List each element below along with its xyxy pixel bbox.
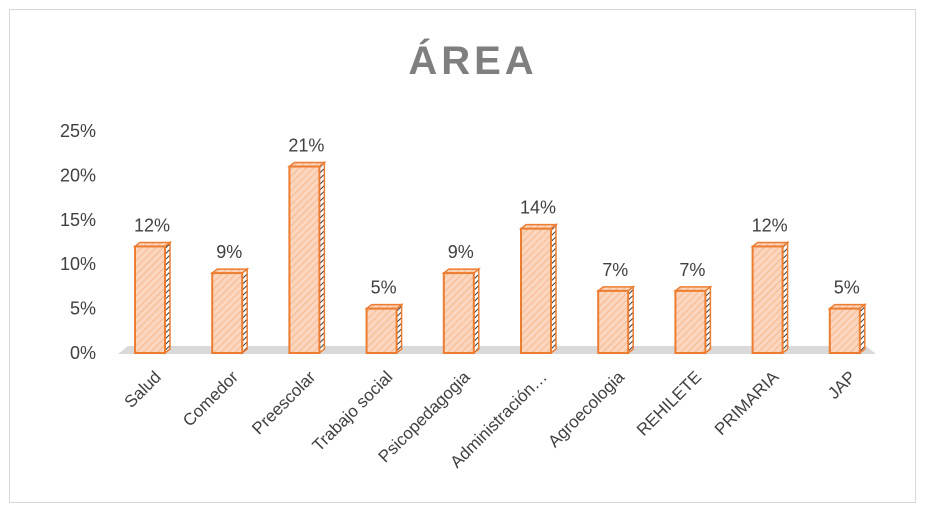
data-label: 7% — [602, 260, 628, 280]
category-label: Agroecologia — [544, 367, 628, 451]
data-label: 9% — [216, 242, 242, 262]
bar-primaria — [750, 240, 790, 355]
bar-rehilete — [673, 285, 713, 355]
bar-front — [828, 307, 861, 355]
data-label: 21% — [288, 136, 324, 156]
category-label: JAP — [824, 367, 859, 402]
bar-front — [520, 227, 552, 354]
y-tick-label: 15% — [60, 210, 96, 230]
bar-front — [211, 272, 244, 354]
bar-front — [597, 289, 630, 354]
y-tick-label: 5% — [70, 299, 96, 319]
data-label: 14% — [520, 198, 556, 218]
data-label: 12% — [134, 215, 170, 235]
bar-front — [674, 289, 707, 354]
category-label: Preescolar — [248, 367, 319, 438]
data-label: 12% — [752, 215, 788, 235]
bar-comedor — [210, 267, 250, 355]
y-tick-label: 0% — [70, 343, 96, 363]
y-tick-label: 20% — [60, 165, 96, 185]
bar-jap — [827, 303, 867, 355]
category-label: Comedor — [179, 367, 242, 430]
category-label: Trabajo social — [309, 367, 397, 455]
bar-front — [751, 245, 784, 354]
bar-front — [365, 307, 398, 355]
category-label: REHILETE — [633, 367, 705, 439]
bar-front — [288, 165, 321, 354]
category-label: PRIMARIA — [711, 367, 783, 439]
y-tick-label: 10% — [60, 254, 96, 274]
category-label: Salud — [121, 367, 165, 411]
bar-agroecologia — [596, 285, 636, 355]
data-label: 5% — [371, 278, 397, 298]
data-label: 7% — [679, 260, 705, 280]
y-tick-label: 25% — [60, 121, 96, 141]
chart-title: ÁREA — [408, 38, 537, 83]
bar-front — [442, 272, 475, 354]
data-label: 9% — [448, 242, 474, 262]
bar-front — [134, 245, 166, 354]
bar-salud — [132, 240, 173, 355]
bar-preescolar — [287, 160, 327, 355]
bar-psicopedagogia — [441, 267, 481, 355]
bar-trabajo-social — [364, 303, 404, 355]
data-label: 5% — [834, 278, 860, 298]
bar-administraci-n — [518, 223, 559, 355]
